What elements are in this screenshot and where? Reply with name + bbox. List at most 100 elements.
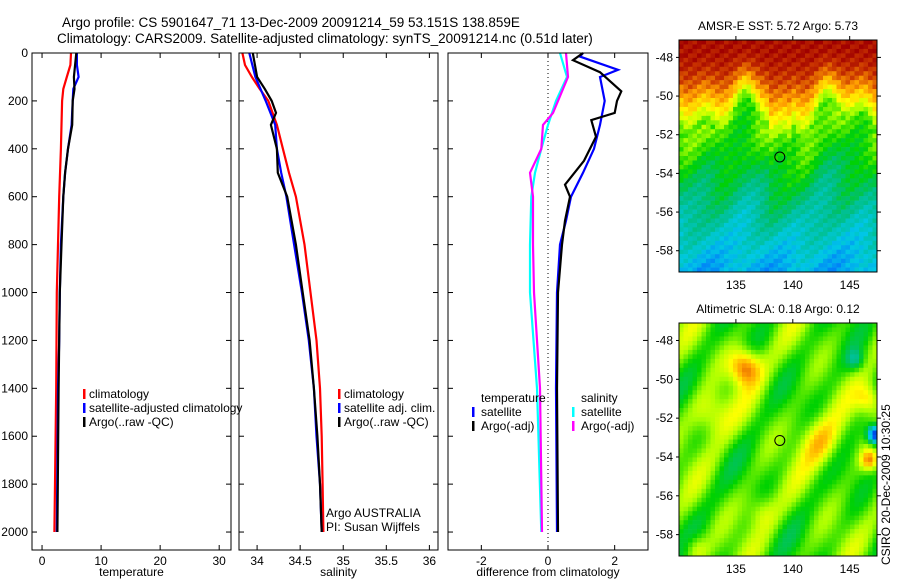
map-cell	[683, 390, 689, 395]
map-cell	[836, 164, 842, 170]
map-cell	[715, 236, 720, 242]
map-cell	[868, 231, 873, 237]
map-cell	[746, 323, 752, 328]
map-cell	[688, 520, 693, 525]
map-cell	[751, 57, 756, 63]
map-cell	[832, 71, 837, 76]
map-cell	[724, 435, 729, 440]
map-cell	[719, 196, 725, 201]
map-cell	[728, 178, 734, 184]
map-cell	[715, 57, 720, 63]
map-cell	[733, 222, 738, 228]
map-cell	[706, 408, 711, 413]
map-cell	[809, 345, 815, 351]
map-cell	[769, 75, 774, 81]
map-cell	[854, 403, 860, 409]
map-cell	[845, 249, 851, 255]
map-cell	[787, 475, 792, 481]
map-cell	[791, 93, 797, 99]
map-cell	[836, 53, 842, 59]
map-cell	[823, 106, 828, 112]
map-cell	[778, 475, 783, 481]
map-cell	[814, 488, 819, 494]
map-cell	[710, 484, 716, 490]
map-cell	[850, 345, 855, 351]
map-cell	[710, 178, 716, 184]
map-cell	[836, 381, 842, 387]
x-tick-label: 30	[213, 554, 227, 568]
map-cell	[805, 169, 810, 175]
map-cell	[823, 57, 828, 63]
map-cell	[782, 435, 788, 440]
map-cell	[845, 345, 851, 351]
map-cell	[706, 506, 711, 512]
map-cell	[872, 57, 878, 63]
map-cell	[778, 111, 783, 117]
map-cell	[787, 98, 792, 103]
map-cell	[697, 372, 702, 378]
map-cell	[692, 53, 698, 59]
map-cell	[697, 524, 702, 530]
map-cell	[791, 147, 797, 152]
map-cell	[746, 93, 752, 99]
map-cell	[800, 200, 806, 206]
map-cell	[724, 93, 729, 99]
map-cell	[814, 133, 819, 139]
map-cell	[850, 452, 855, 458]
map-cell	[733, 417, 738, 422]
map-cell	[706, 327, 711, 333]
map-cell	[782, 40, 788, 45]
map-cell	[850, 263, 855, 268]
map-cell	[728, 529, 734, 534]
map-cell	[683, 160, 689, 166]
map-cell	[854, 129, 860, 134]
map-cell	[827, 435, 833, 440]
map-cell	[719, 479, 725, 485]
map-cell	[742, 399, 747, 404]
map-cell	[796, 479, 801, 485]
map-cell	[719, 488, 725, 494]
map-cell	[850, 542, 855, 548]
map-cell	[692, 439, 698, 445]
map-cell	[728, 349, 734, 355]
map-cell	[845, 336, 851, 342]
map-cell	[746, 142, 752, 148]
map-cell	[782, 75, 788, 81]
map-cell	[778, 147, 783, 152]
map-cell	[715, 160, 720, 166]
map-cell	[778, 75, 783, 81]
map-cell	[850, 182, 855, 188]
map-cell	[764, 53, 770, 59]
map-cell	[814, 403, 819, 409]
map-cell	[823, 349, 828, 355]
map-cell	[692, 66, 698, 72]
map-cell	[800, 111, 806, 117]
map-cell	[724, 336, 729, 342]
map-cell	[724, 200, 729, 206]
map-cell	[791, 547, 797, 552]
map-cell	[688, 80, 693, 85]
map-cell	[683, 461, 689, 467]
map-cell	[778, 80, 783, 85]
map-cell	[791, 421, 797, 427]
map-cell	[697, 178, 702, 184]
map-cell	[827, 84, 833, 90]
map-cell	[764, 57, 770, 63]
map-cell	[742, 430, 747, 436]
map-cell	[854, 254, 860, 259]
map-cell	[863, 327, 869, 333]
map-cell	[827, 457, 833, 463]
map-cell	[688, 142, 693, 148]
map-cell	[782, 160, 788, 166]
map-cell	[715, 381, 720, 387]
map-cell	[805, 205, 810, 210]
map-cell	[863, 249, 869, 255]
map-cell	[805, 506, 810, 512]
map-cell	[737, 547, 743, 552]
map-cell	[697, 327, 702, 333]
map-cell	[706, 142, 711, 148]
map-cell	[746, 412, 752, 418]
map-cell	[760, 267, 765, 273]
map-cell	[805, 75, 810, 81]
map-cell	[863, 156, 869, 161]
